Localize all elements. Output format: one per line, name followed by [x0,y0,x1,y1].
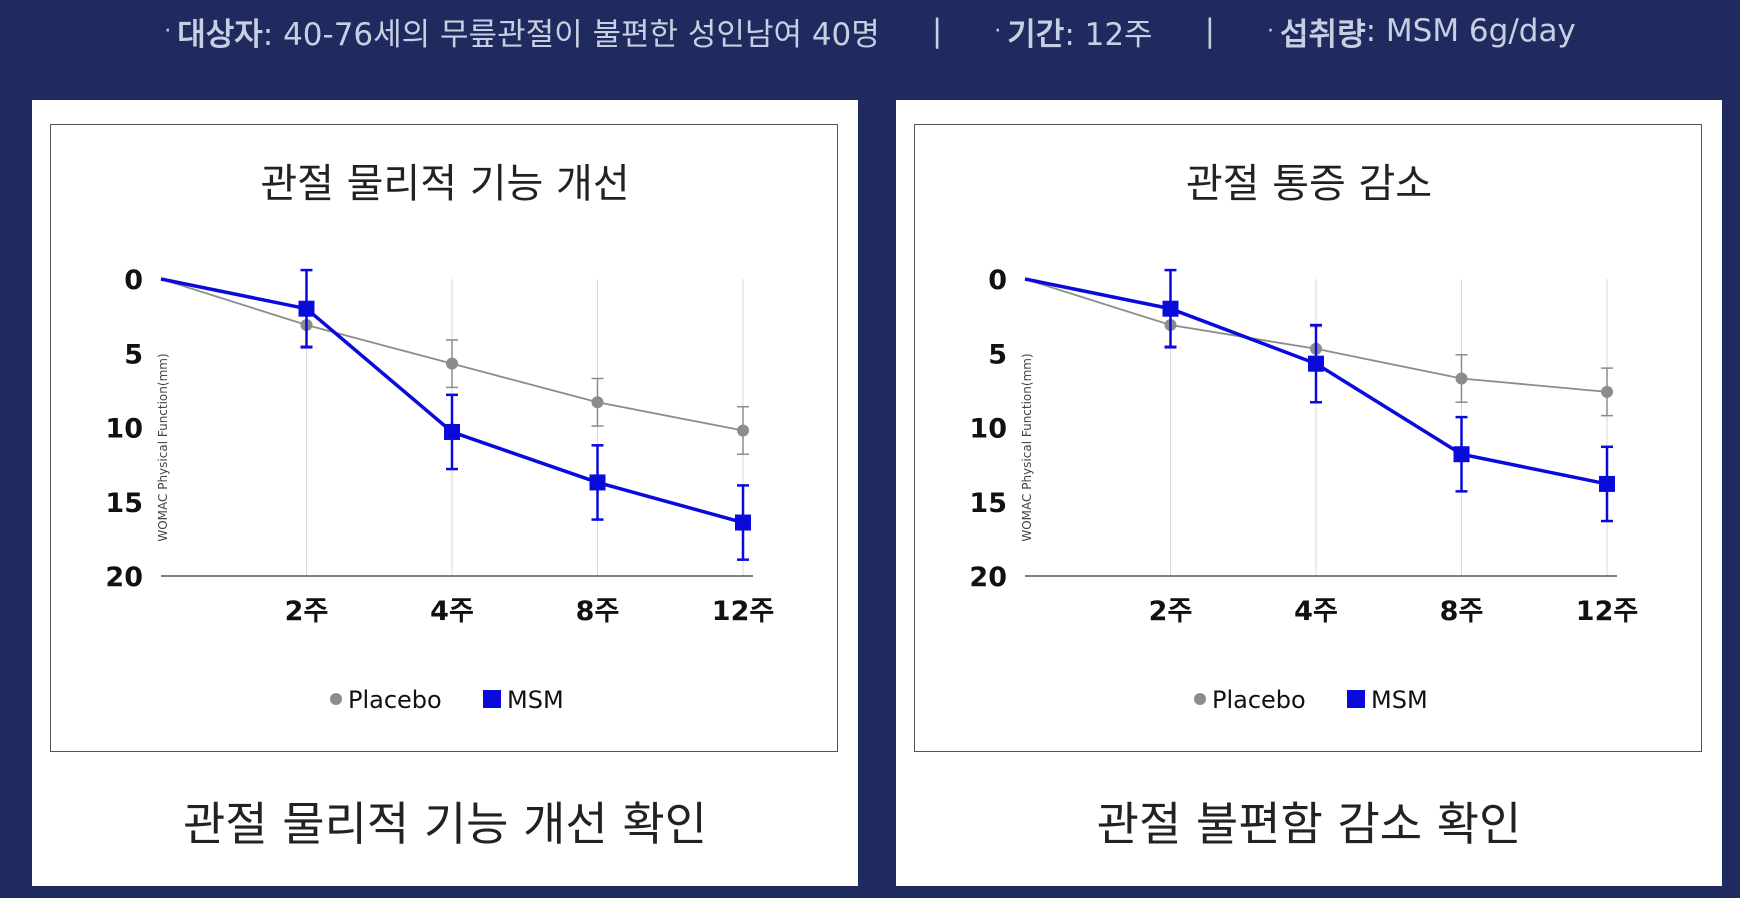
x-tick-label: 4주 [430,596,474,627]
msm-marker [444,423,460,440]
y-tick-label: 20 [969,562,1007,593]
msm-marker [1453,446,1470,463]
msm-marker [1599,475,1615,492]
separator: | [1204,13,1216,49]
y-tick-label: 15 [969,488,1007,519]
y-tick-label: 15 [105,488,143,519]
subjects-info: · 대상자 : 40-76세의 무릎관절이 불편한 성인남여 40명 [164,9,880,54]
subjects-value: : 40-76세의 무릎관절이 불편한 성인남여 40명 [262,16,880,53]
y-tick-label: 10 [105,414,143,445]
msm-marker [589,474,606,491]
placebo-marker [446,357,458,370]
y-tick-label: 10 [969,414,1007,445]
msm-marker [1162,300,1179,317]
chart-title: 관절 물리적 기능 개선 [260,161,629,207]
y-tick-label: 0 [124,265,143,296]
legend-placebo-label: Placebo [1212,686,1306,714]
pain-chart: 관절 통증 감소 0 5 10 15 20 2주 4주 8주 12주 WOMAC Physical … [969,161,1638,714]
function-panel: 관절 물리적 기능 개선 0 5 10 15 20 2주 4주 8주 12주 WOMAC Physi… [32,100,858,886]
placebo-marker [591,396,604,409]
intake-value: : MSM 6g/day [1365,13,1576,49]
legend-msm-marker [1347,690,1365,708]
x-tick-label: 12주 [1576,596,1638,627]
placebo-marker [1455,372,1468,385]
msm-marker [298,300,315,317]
x-tick-label: 4주 [1294,596,1338,627]
bullet-dot: · [164,18,172,44]
y-tick-label: 20 [105,562,143,593]
x-tick-label: 2주 [285,596,329,627]
bullet-dot: · [1267,18,1275,44]
period-label: 기간 [1007,16,1065,53]
subjects-label: 대상자 [177,16,263,53]
legend-msm-marker [483,690,501,708]
x-tick-label: 8주 [1440,596,1484,627]
function-caption: 관절 물리적 기능 개선 확인 [182,797,707,851]
intake-info: · 섭취량 : MSM 6g/day [1267,9,1576,54]
legend-placebo-marker [330,693,342,705]
y-axis-label: WOMAC Physical Function(mm) [1020,353,1034,541]
msm-marker [1308,355,1324,372]
x-tick-label: 12주 [712,596,774,627]
placebo-marker [1601,385,1613,398]
y-tick-label: 5 [988,339,1007,370]
placebo-marker [737,424,749,437]
legend-placebo-label: Placebo [348,686,442,714]
period-value: : 12주 [1064,16,1153,53]
msm-marker [735,514,751,531]
y-tick-label: 5 [124,339,143,370]
intake-label: 섭취량 [1280,16,1366,53]
y-tick-label: 0 [988,265,1007,296]
pain-chart-frame: 관절 통증 감소 0 5 10 15 20 2주 4주 8주 12주 WOMAC Physical … [914,124,1702,752]
function-chart: 관절 물리적 기능 개선 0 5 10 15 20 2주 4주 8주 12주 WOMAC Physi… [105,161,774,714]
function-chart-frame: 관절 물리적 기능 개선 0 5 10 15 20 2주 4주 8주 12주 WOMAC Physi… [50,124,838,752]
pain-panel: 관절 통증 감소 0 5 10 15 20 2주 4주 8주 12주 WOMAC Physical … [896,100,1722,886]
period-info: · 기간 : 12주 [994,9,1152,54]
bullet-dot: · [994,18,1002,44]
x-tick-label: 8주 [576,596,620,627]
y-axis-label: WOMAC Physical Function(mm) [156,353,170,541]
x-tick-label: 2주 [1149,596,1193,627]
legend-msm-label: MSM [507,686,564,714]
legend-msm-label: MSM [1371,686,1428,714]
pain-caption: 관절 불편함 감소 확인 [1096,797,1522,851]
chart-title: 관절 통증 감소 [1186,161,1432,207]
separator: | [931,13,943,49]
study-info-header: · 대상자 : 40-76세의 무릎관절이 불편한 성인남여 40명 | · 기… [0,0,1740,62]
legend-placebo-marker [1194,693,1206,705]
